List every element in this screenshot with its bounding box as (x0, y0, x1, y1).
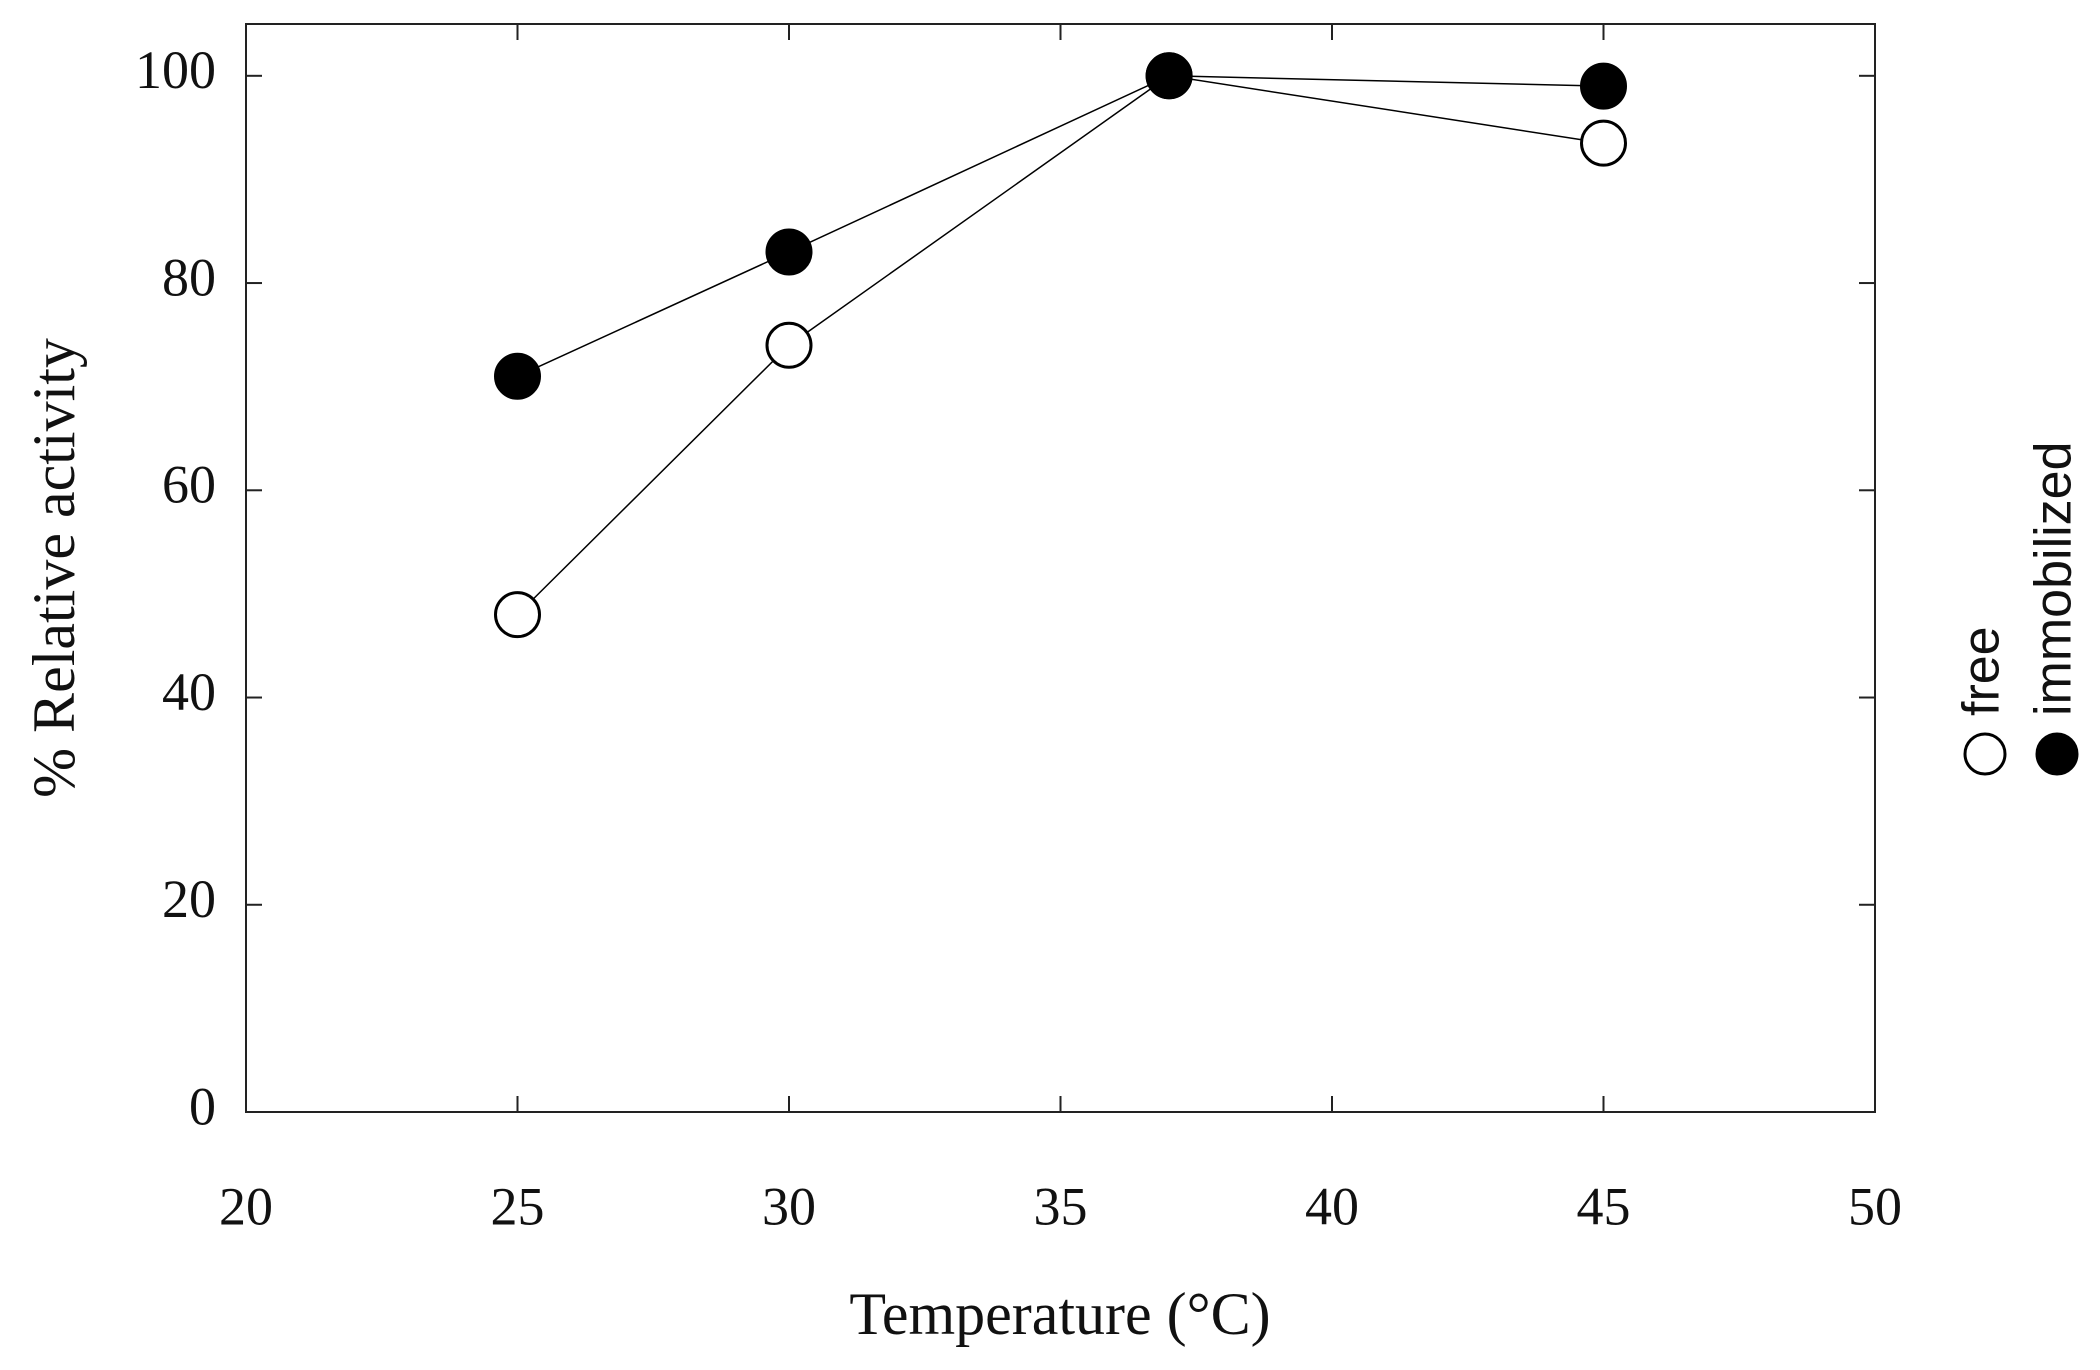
legend-marker (1963, 732, 2007, 776)
x-tick-label: 45 (1577, 1176, 1631, 1236)
x-tick-label: 35 (1034, 1176, 1088, 1236)
data-point (1580, 62, 1627, 110)
legend-marker (2035, 732, 2079, 776)
data-point (765, 321, 813, 369)
data-point (494, 591, 541, 639)
x-tick-label: 25 (491, 1176, 545, 1236)
x-tick-label: 50 (1848, 1176, 1902, 1236)
series-line (516, 75, 1604, 616)
series-line (517, 75, 1604, 377)
data-point (765, 228, 813, 276)
x-tick-label: 30 (762, 1176, 816, 1236)
data-point (1580, 119, 1627, 167)
x-tick-label: 20 (219, 1176, 273, 1236)
x-axis-label: Temperature (°C) (849, 1281, 1270, 1347)
y-tick-label: 20 (162, 869, 216, 929)
plot-frame (245, 23, 1876, 1113)
y-tick-label: 0 (189, 1076, 216, 1136)
data-point (494, 352, 541, 400)
x-tick-label: 40 (1305, 1176, 1359, 1236)
y-tick-label: 40 (162, 662, 216, 722)
legend-label: free (1953, 626, 2011, 716)
legend-label: immobilized (2025, 441, 2083, 716)
y-axis-label: % Relative activity (21, 338, 87, 798)
y-tick-label: 60 (162, 455, 216, 515)
y-tick-label: 80 (162, 247, 216, 307)
y-tick-label: 100 (135, 40, 216, 100)
data-point (1145, 52, 1193, 100)
